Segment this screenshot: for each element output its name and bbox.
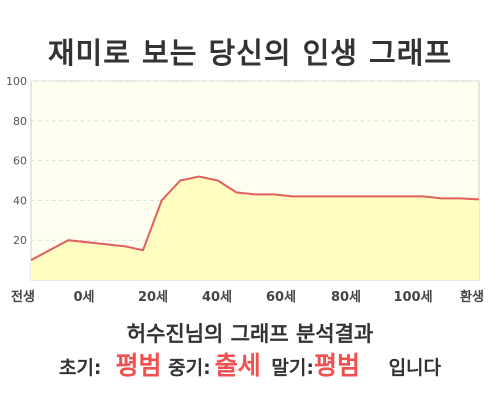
- y-tick-label: 80: [13, 115, 27, 128]
- ending-text: 입니다: [388, 357, 442, 379]
- analysis-result: 초기: 평범 중기: 출세 말기:평범 입니다: [0, 346, 500, 382]
- early-value: 평범: [115, 351, 162, 380]
- series-line: [30, 175, 480, 261]
- y-tick-label: 60: [13, 155, 27, 168]
- y-tick-label: 100: [6, 75, 27, 88]
- x-tick-label: 40세: [202, 290, 232, 305]
- x-tick-label: 0세: [73, 290, 94, 305]
- life-graph-chart: 20 40 60 80 100 전생 0세 20세 40세 60세 80세 100세 환생: [6, 75, 484, 305]
- x-tick-label: 20세: [138, 290, 168, 305]
- late-label: 말기:: [271, 357, 314, 379]
- analysis-title: 허수진님의 그래프 분석결과: [126, 322, 374, 346]
- late-value: 평범: [313, 351, 360, 380]
- x-tick-label: 60세: [266, 290, 296, 305]
- x-tick-label: 환생: [460, 289, 484, 305]
- page-title: 재미로 보는 당신의 인생 그래프: [47, 36, 453, 70]
- y-axis-ticks: 20 40 60 80 100: [6, 75, 27, 247]
- early-label: 초기:: [58, 357, 102, 379]
- y-tick-label: 20: [13, 234, 27, 247]
- middle-value: 출세: [214, 351, 261, 380]
- series-area: [31, 176, 479, 280]
- x-axis-ticks: 전생 0세 20세 40세 60세 80세 100세 환생: [11, 289, 484, 305]
- y-tick-label: 40: [13, 194, 27, 207]
- middle-label: 중기:: [168, 357, 211, 379]
- x-tick-label: 100세: [393, 290, 432, 305]
- x-tick-label: 80세: [331, 290, 361, 305]
- x-tick-label: 전생: [11, 289, 35, 305]
